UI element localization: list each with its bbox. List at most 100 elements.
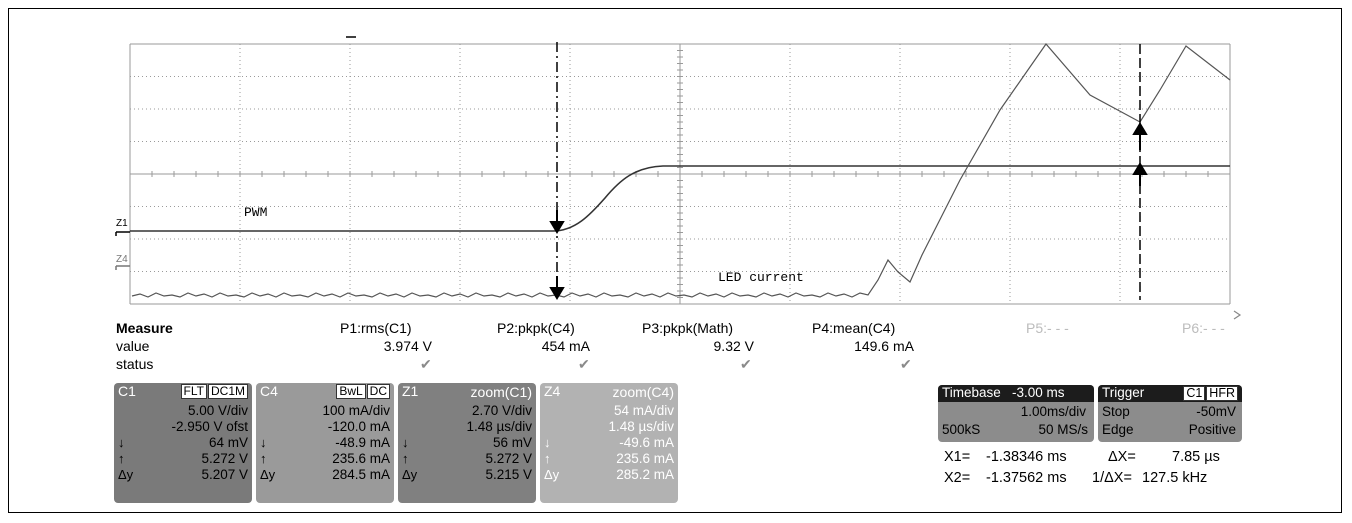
cursor-inv-dx-value: 127.5 kHz (1142, 470, 1208, 486)
trigger-type: Edge (1102, 422, 1134, 437)
param-p3-name[interactable]: P3:pkpk(Math) (642, 320, 734, 336)
channel-z4-timescale: 1.48 µs/div (608, 419, 674, 434)
channel-c4-tags: BwL DC (335, 384, 390, 399)
z1-marker: Z1 (116, 218, 128, 229)
channel-z1-up-value: 5.272 V (485, 451, 532, 466)
param-p2-value: 454 mA (541, 338, 590, 354)
channel-z1-name: Z1 (402, 383, 419, 399)
param-p1-value: 3.974 V (383, 338, 432, 354)
channel-z4-dy-label: Δy (544, 467, 560, 482)
cursor-dx-value: 7.85 µs (1172, 449, 1220, 465)
trigger-coupling: HFR (1206, 386, 1238, 401)
up-arrow-icon: ↑ (544, 451, 551, 466)
channel-c1-panel[interactable]: C1 FLT DC1M 5.00 V/div -2.950 V ofst 64 m… (114, 383, 252, 503)
channel-c4-panel[interactable]: C4 BwL DC 100 mA/div -120.0 mA -48.9 mA 2… (256, 383, 394, 503)
timebase-label: Timebase (942, 385, 1001, 400)
channel-z4-up-value: 235.6 mA (616, 451, 674, 466)
oscilloscope-frame (8, 8, 1342, 513)
param-p4-status-icon: ✔ (900, 356, 912, 372)
led-current-trace-label: LED current (718, 270, 804, 285)
timebase-header: Timebase -3.00 ms (938, 385, 1094, 402)
param-p5-name[interactable]: P5:- - - (1026, 320, 1069, 336)
cursor-inv-dx-label: 1/ΔX= (1092, 470, 1132, 486)
param-p4-value: 149.6 mA (854, 338, 914, 354)
channel-z1-source: zoom(C1) (470, 384, 532, 400)
param-p6-name[interactable]: P6:- - - (1182, 320, 1225, 336)
cursor-x2-label: X2= (944, 470, 971, 486)
param-p1-name[interactable]: P1:rms(C1) (340, 320, 412, 336)
channel-z1-dy-value: 5.215 V (485, 467, 532, 482)
channel-c1-down-value: 64 mV (208, 435, 248, 450)
channel-c4-down-value: -48.9 mA (335, 435, 390, 450)
pwm-trace (130, 165, 1230, 232)
channel-z1-scale: 2.70 V/div (471, 403, 532, 418)
channel-z4-panel[interactable]: Z4 zoom(C4) 54 mA/div 1.48 µs/div -49.6 … (540, 383, 678, 503)
timebase-per-div: 1.00ms/div (1020, 404, 1086, 419)
down-arrow-icon: ↓ (118, 435, 125, 450)
down-arrow-icon: ↓ (402, 435, 409, 450)
channel-c1-dy-value: 5.207 V (201, 467, 248, 482)
down-arrow-icon: ↓ (260, 435, 267, 450)
timebase-delay: -3.00 ms (1012, 385, 1065, 400)
channel-z1-dy-label: Δy (402, 467, 418, 482)
measure-header: Measure (116, 320, 173, 336)
channel-z1-down-value: 56 mV (492, 435, 532, 450)
channel-c4-offset: -120.0 mA (327, 419, 390, 434)
channel-z1-timescale: 1.48 µs/div (466, 419, 532, 434)
channel-z4-dy-value: 285.2 mA (616, 467, 674, 482)
channel-c1-header: C1 FLT DC1M (114, 383, 252, 400)
param-p2-name[interactable]: P2:pkpk(C4) (497, 320, 575, 336)
channel-c1-offset: -2.950 V ofst (171, 419, 248, 434)
timebase-samples: 500kS (942, 422, 981, 437)
channel-z1-header: Z1 zoom(C1) (398, 383, 536, 400)
channel-z4-header: Z4 zoom(C4) (540, 383, 678, 400)
waveform-grid (129, 43, 1231, 305)
measure-row-status: status (116, 356, 154, 372)
channel-z4-down-value: -49.6 mA (619, 435, 674, 450)
channel-c1-up-value: 5.272 V (201, 451, 248, 466)
led-current-trace (131, 43, 1231, 298)
trigger-header: Trigger C1 HFR (1098, 385, 1242, 402)
param-p3-value: 9.32 V (713, 338, 754, 354)
cursor-x1-value: -1.38346 ms (986, 449, 1067, 465)
up-arrow-icon: ↑ (118, 451, 125, 466)
param-p3-status-icon: ✔ (740, 356, 752, 372)
cursor-arrows (549, 122, 1148, 300)
channel-c4-header: C4 BwL DC (256, 383, 394, 400)
time-axis-arrow (1233, 310, 1242, 320)
trigger-mode: Stop (1102, 404, 1130, 419)
cursor-x2-value: -1.37562 ms (986, 470, 1067, 486)
channel-c1-scale: 5.00 V/div (187, 403, 248, 418)
param-p4-name[interactable]: P4:mean(C4) (812, 320, 896, 336)
channel-c4-name: C4 (260, 383, 278, 399)
trigger-level: -50mV (1196, 404, 1236, 419)
channel-z4-scale: 54 mA/div (613, 403, 674, 418)
channel-c1-tag-flt: FLT (180, 384, 207, 399)
z4-marker: Z4 (116, 254, 128, 265)
channel-c4-tag-bw: BwL (336, 384, 366, 399)
pwm-trace-label: PWM (244, 205, 267, 220)
z1-marker-tick (115, 231, 130, 236)
z4-marker-tick (115, 265, 130, 270)
cursor-dx-label: ΔX= (1108, 449, 1136, 465)
channel-c4-dy-value: 284.5 mA (332, 467, 390, 482)
channel-z4-source: zoom(C4) (612, 384, 674, 400)
trigger-slope: Positive (1188, 422, 1236, 437)
up-arrow-icon: ↑ (260, 451, 267, 466)
channel-c4-dy-label: Δy (260, 467, 276, 482)
param-p2-status-icon: ✔ (578, 356, 590, 372)
channel-c1-tag-coupling: DC1M (207, 384, 248, 399)
measure-row-value: value (116, 338, 150, 354)
trigger-panel[interactable]: Trigger C1 HFR Stop -50mV Edge Positive (1098, 385, 1242, 442)
down-arrow-icon: ↓ (544, 435, 551, 450)
timebase-panel[interactable]: Timebase -3.00 ms 1.00ms/div 500kS 50 MS… (938, 385, 1094, 442)
trigger-source-tags: C1 HFR (1182, 386, 1238, 401)
up-arrow-icon: ↑ (402, 451, 409, 466)
trigger-source: C1 (1183, 386, 1206, 401)
channel-c1-dy-label: Δy (118, 467, 134, 482)
channel-c4-scale: 100 mA/div (322, 403, 390, 418)
trigger-label: Trigger (1102, 385, 1145, 400)
channel-z1-panel[interactable]: Z1 zoom(C1) 2.70 V/div 1.48 µs/div 56 mV… (398, 383, 536, 503)
cursor-x1-label: X1= (944, 449, 971, 465)
